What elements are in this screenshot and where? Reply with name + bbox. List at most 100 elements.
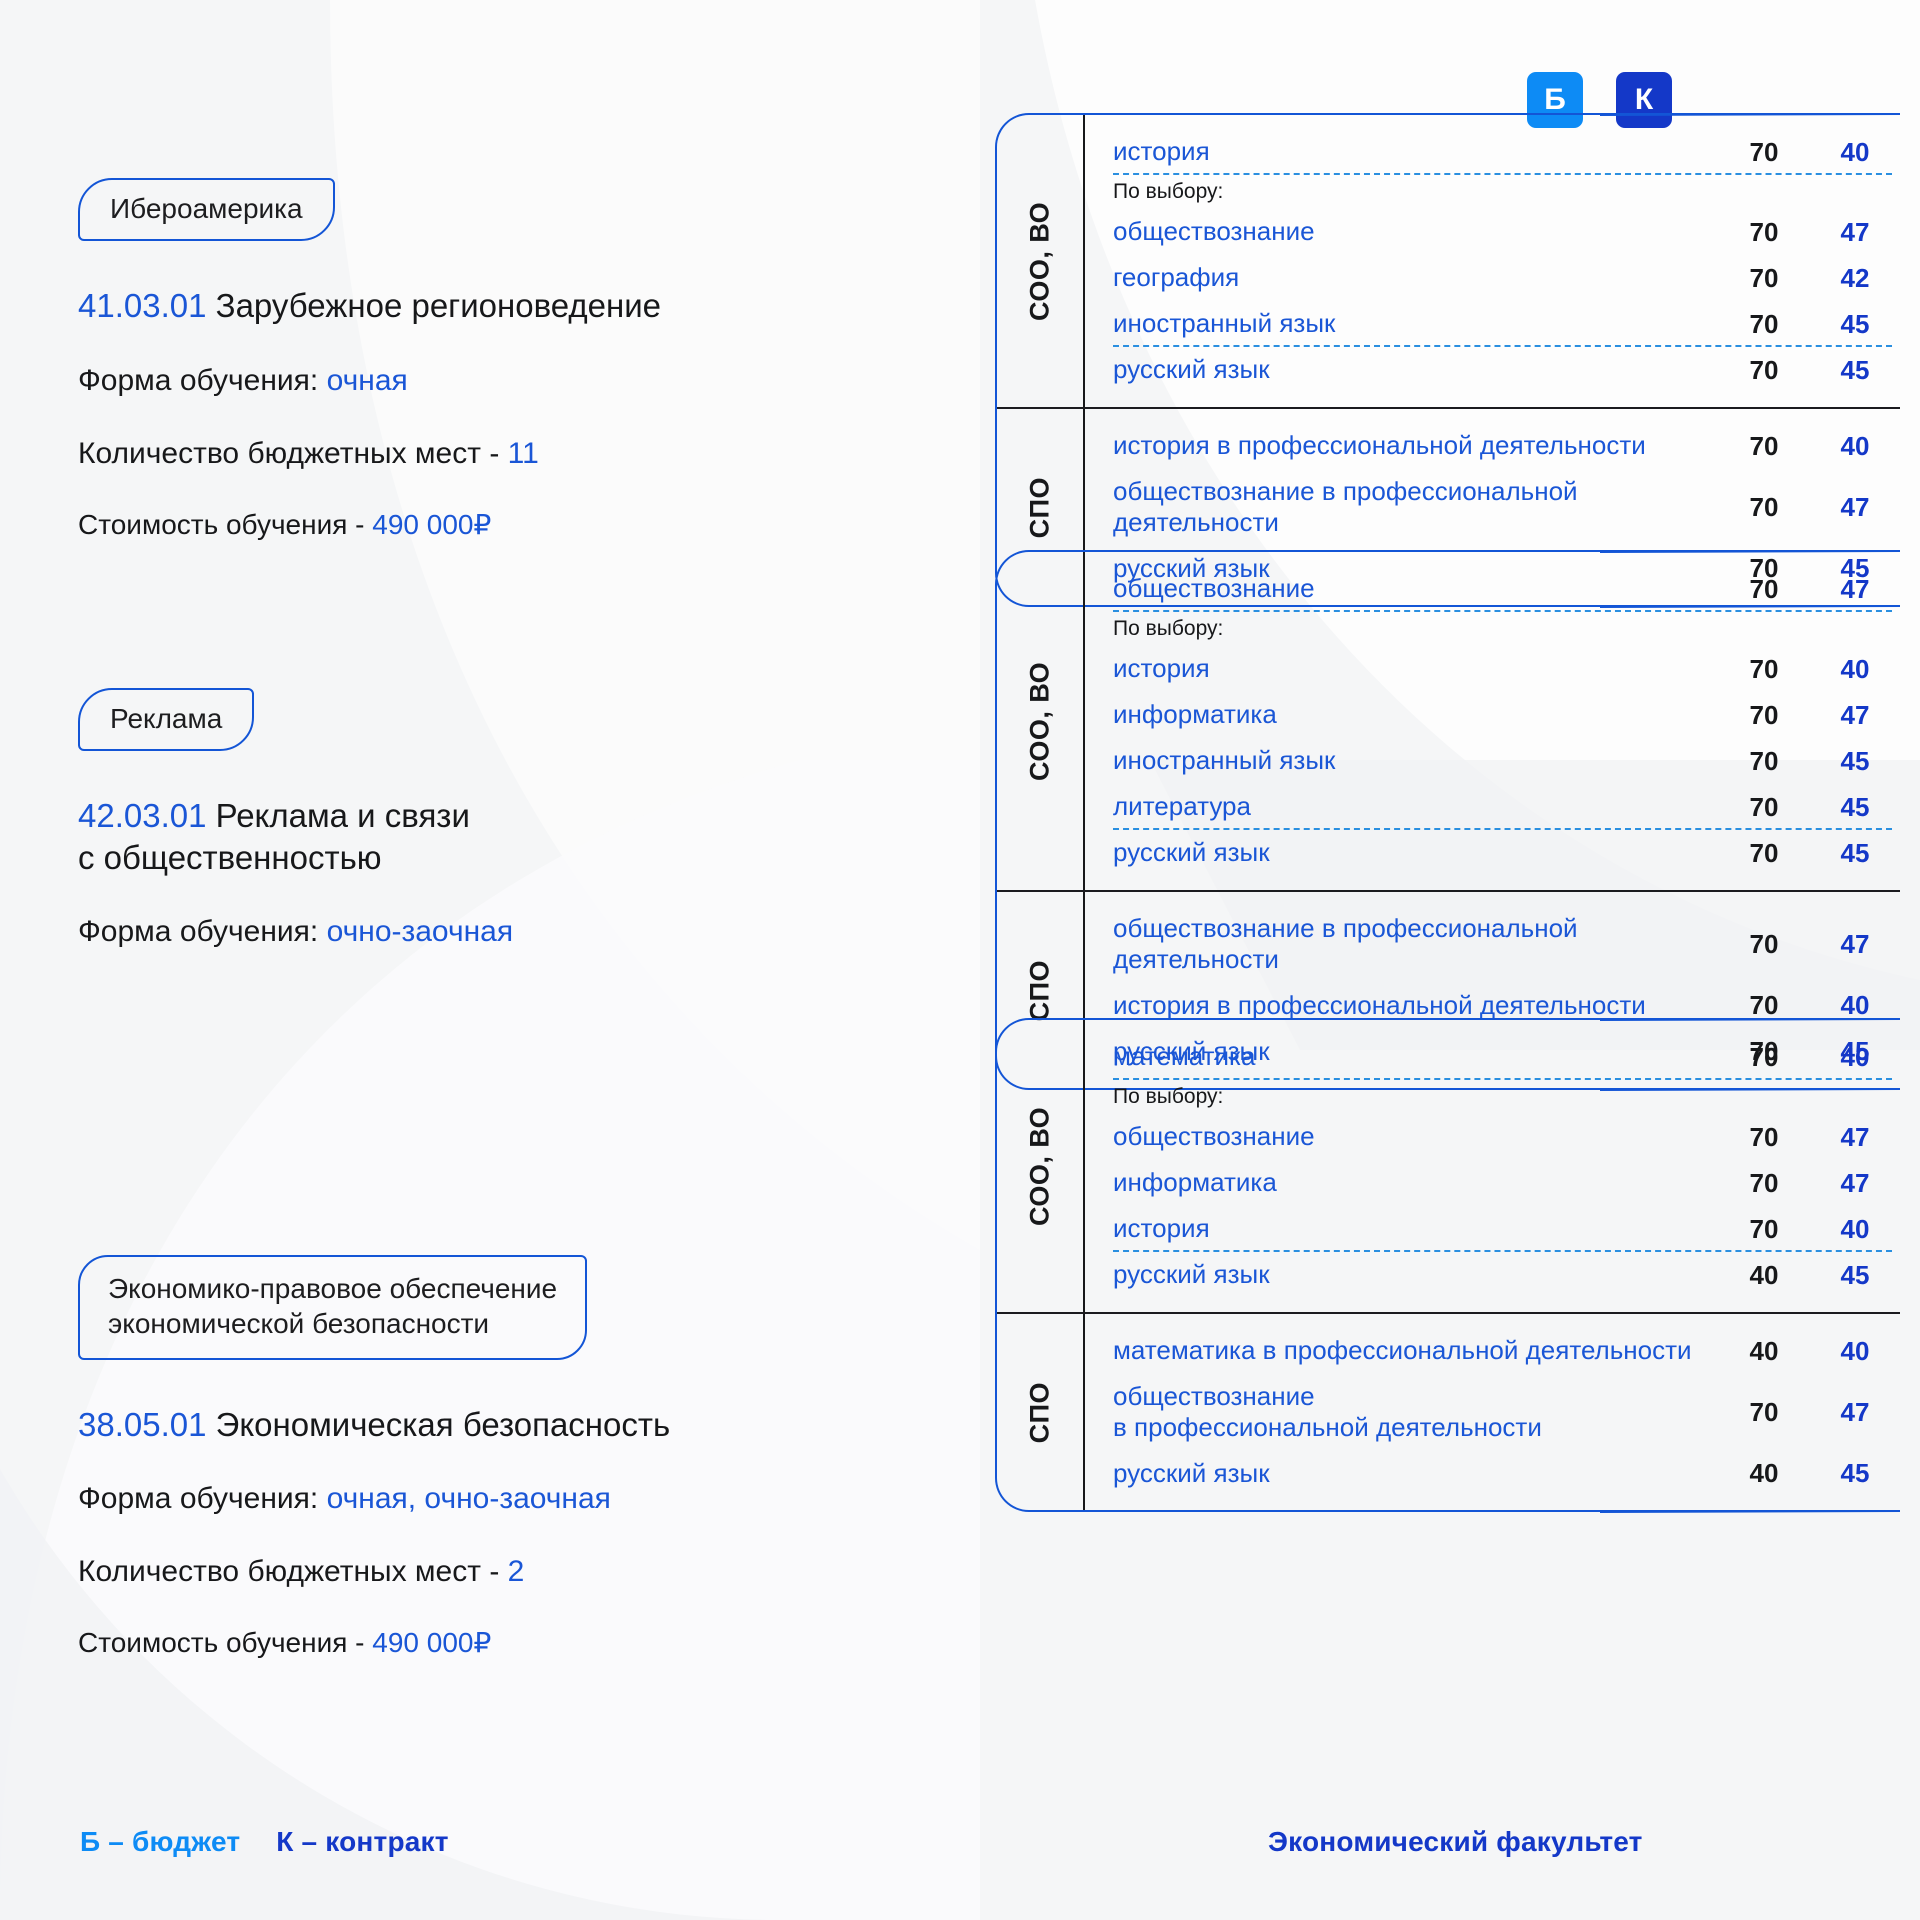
- program-title-3: 38.05.01 Экономическая безопасность: [78, 1404, 670, 1446]
- faculty-name: Экономический факультет: [1268, 1826, 1643, 1857]
- exam-score-contract: 47: [1840, 1121, 1870, 1152]
- exam-score-contract: 40: [1840, 430, 1870, 461]
- program-name-1: Зарубежное регионоведение: [215, 287, 661, 325]
- program-tag-3[interactable]: Экономико-правовое обеспечение экономичес…: [78, 1255, 588, 1360]
- exam-subject-row: история в профессиональной деятельности 7…: [1085, 982, 1900, 1028]
- exam-score-contract: 47: [1840, 699, 1870, 730]
- program-budget-label-1: Количество бюджетных мест -: [78, 436, 500, 470]
- legend-contract: К – контракт: [276, 1826, 449, 1857]
- exam-subject-row: русский язык 70 45: [1085, 545, 1900, 591]
- exam-section-body: история 70 40 По выбору: обществознание 70 47 г…: [1083, 115, 1900, 407]
- exam-score-budget: 70: [1749, 1035, 1779, 1066]
- exam-subject-name: информатика: [1113, 699, 1277, 730]
- program-form-label-2: Форма обучения:: [78, 915, 319, 949]
- exam-score-contract: 40: [1840, 1213, 1870, 1244]
- exam-subject-row: обществознание в профессиональной деятел…: [1085, 906, 1900, 982]
- exam-score-budget: 40: [1749, 1457, 1779, 1488]
- exam-subject-name: русский язык: [1113, 354, 1270, 385]
- exam-section-body: обществознание 70 47 По выбору: история 70 40 и…: [1083, 552, 1900, 890]
- exam-section: СОО, ВО обществознание 70 47 По выбору: истор…: [997, 552, 1900, 890]
- exam-score-budget: 70: [1749, 262, 1779, 293]
- legend: Б – бюджет К – контракт: [80, 1826, 449, 1858]
- program-budget-3: Количество бюджетных мест - 2: [78, 1552, 670, 1591]
- choice-note-label: По выбору:: [1113, 1085, 1224, 1109]
- program-form-value-1: очная: [326, 363, 408, 397]
- exam-score-contract: 45: [1840, 837, 1870, 868]
- exam-subject-row: математика 70 40: [1085, 1034, 1900, 1080]
- program-form-label-1: Форма обучения:: [78, 363, 319, 397]
- program-form-value-3: очная, очно-заочная: [326, 1482, 611, 1516]
- exam-subject-row: русский язык 70 45: [1085, 830, 1900, 876]
- exam-subject-row: история 70 40: [1085, 129, 1900, 175]
- exam-subject-row: информатика 70 47: [1085, 1160, 1900, 1206]
- exam-score-contract: 45: [1840, 1035, 1870, 1066]
- program-block-3: Экономико-правовое обеспечение экономичес…: [78, 1255, 670, 1662]
- program-tag-2[interactable]: Реклама: [78, 688, 255, 752]
- exam-score-contract: 45: [1840, 308, 1870, 339]
- exam-score-contract: 47: [1840, 491, 1870, 522]
- exam-section: СОО, ВО история 70 40 По выбору: обществознан…: [997, 115, 1900, 407]
- exam-section-label: СОО, ВО: [1024, 661, 1055, 781]
- exam-subject-row: русский язык 70 45: [1085, 1028, 1900, 1074]
- program-cost-1: Стоимость обучения - 490 000₽: [78, 507, 661, 543]
- choice-note-label: По выбору:: [1113, 617, 1224, 641]
- exam-score-contract: 40: [1840, 1335, 1870, 1366]
- exam-subject-row: информатика 70 47: [1085, 692, 1900, 738]
- exam-score-budget: 70: [1749, 491, 1779, 522]
- exam-score-budget: 70: [1749, 1167, 1779, 1198]
- programs-column: Ибероамерика 41.03.01 Зарубежное регионо…: [78, 178, 670, 1662]
- program-form-1: Форма обучения: очная: [78, 361, 661, 400]
- exam-subject-row: иностранный язык 70 45: [1085, 738, 1900, 784]
- choice-note-label: По выбору:: [1113, 180, 1224, 204]
- exam-section-label: СПО: [1024, 1381, 1055, 1443]
- exam-subject-name: информатика: [1113, 1167, 1277, 1198]
- exam-subject-name: обществознание: [1113, 1121, 1315, 1152]
- exam-score-budget: 70: [1749, 573, 1779, 604]
- exam-score-contract: 47: [1840, 216, 1870, 247]
- exam-score-budget: 70: [1749, 430, 1779, 461]
- exam-subject-row: русский язык 70 45: [1085, 347, 1900, 393]
- exam-score-budget: 70: [1749, 1041, 1779, 1072]
- choice-note-row: По выбору:: [1085, 1080, 1900, 1114]
- choice-note-row: По выбору:: [1085, 175, 1900, 209]
- exam-score-contract: 47: [1840, 1167, 1870, 1198]
- exam-subject-row: история 70 40: [1085, 1206, 1900, 1252]
- exam-score-budget: 70: [1749, 791, 1779, 822]
- exam-section-body: математика 70 40 По выбору: обществознание 70…: [1083, 1020, 1900, 1312]
- program-tag-1[interactable]: Ибероамерика: [78, 178, 335, 242]
- exam-subject-name: история в профессиональной деятельности: [1113, 989, 1646, 1020]
- exam-subject-name: математика: [1113, 1041, 1256, 1072]
- exam-table-3: СОО, ВО математика 70 40 По выбору: обществоз…: [995, 1017, 1900, 1513]
- exam-score-contract: 45: [1840, 1259, 1870, 1290]
- exam-score-budget: 70: [1749, 699, 1779, 730]
- program-budget-value-1: 11: [507, 436, 539, 470]
- exam-subject-row: иностранный язык 70 45: [1085, 301, 1900, 347]
- exam-score-budget: 70: [1749, 552, 1779, 583]
- exam-subject-name: литература: [1113, 791, 1251, 822]
- program-budget-1: Количество бюджетных мест - 11: [78, 434, 661, 473]
- program-form-label-3: Форма обучения:: [78, 1482, 319, 1516]
- exam-subject-name: история в профессиональной деятельности: [1113, 430, 1646, 461]
- program-cost-value-3: 490 000₽: [372, 1627, 492, 1659]
- column-badges: Б К: [975, 72, 1920, 128]
- exam-subject-row: история 70 40: [1085, 646, 1900, 692]
- exam-score-contract: 45: [1840, 354, 1870, 385]
- exam-score-contract: 40: [1840, 653, 1870, 684]
- exam-subject-row: русский язык 40 45: [1085, 1450, 1900, 1496]
- exam-subject-row: обществознание 70 47: [1085, 566, 1900, 612]
- program-title-1: 41.03.01 Зарубежное регионоведение: [78, 285, 661, 327]
- exam-subject-name: русский язык: [1113, 552, 1270, 583]
- exam-score-contract: 40: [1840, 989, 1870, 1020]
- exam-score-contract: 40: [1840, 136, 1870, 167]
- exam-table-2: СОО, ВО обществознание 70 47 По выбору: истор…: [995, 549, 1900, 1091]
- exam-subject-name: история: [1113, 136, 1210, 167]
- exam-score-contract: 45: [1840, 791, 1870, 822]
- exam-score-budget: 70: [1749, 653, 1779, 684]
- budget-column-badge: Б: [1527, 72, 1583, 128]
- exam-section-body: математика в профессиональной деятельнос…: [1083, 1314, 1900, 1511]
- exam-subject-name: иностранный язык: [1113, 745, 1336, 776]
- program-form-3: Форма обучения: очная, очно-заочная: [78, 1479, 670, 1518]
- exam-score-budget: 70: [1749, 928, 1779, 959]
- exam-score-contract: 45: [1840, 552, 1870, 583]
